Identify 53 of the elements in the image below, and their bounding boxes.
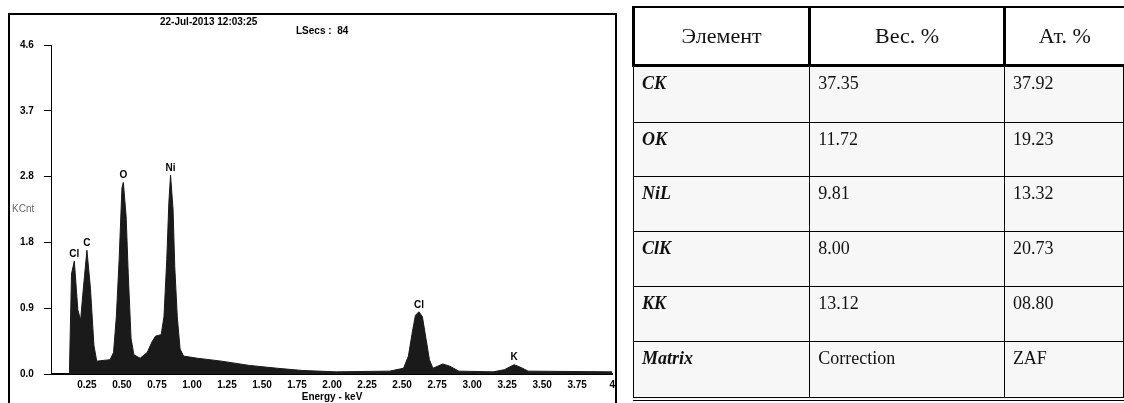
text: 19.23 (1004, 122, 1124, 177)
text: KK (633, 286, 810, 342)
category-label: Вес. % (809, 7, 1005, 66)
text: CK (633, 65, 810, 123)
x-tick-label: 0.25 (77, 378, 98, 390)
text: Correction (809, 341, 1005, 399)
text: 22-Jul-2013 12:03:25 (160, 15, 258, 27)
text: ClK (633, 231, 810, 287)
x-tick-label: 1.25 (217, 378, 238, 390)
text: 37.35 (809, 65, 1005, 123)
y-axis-title: KCnt (12, 203, 35, 215)
text: Matrix (633, 341, 810, 399)
x-tick-label: 1.00 (182, 378, 203, 390)
text: OK (633, 122, 810, 177)
text: 13.32 (1004, 176, 1124, 232)
x-tick-label: 1.50 (252, 378, 273, 390)
text: ZAF (1004, 341, 1124, 399)
x-tick-label: 3.00 (462, 378, 483, 390)
text: 9.81 (809, 176, 1005, 232)
y-tick-label: 0.9 (20, 301, 35, 313)
text: 37.92 (1004, 65, 1124, 123)
x-tick-label: 3.50 (532, 378, 553, 390)
x-tick-label: 2.25 (357, 378, 378, 390)
x-tick-label: 2.50 (392, 378, 413, 390)
text: 13.12 (809, 286, 1005, 342)
annotation: O (119, 169, 128, 181)
x-tick-label: 1.75 (287, 378, 308, 390)
x-tick-label: 0.75 (147, 378, 168, 390)
y-tick-label: 0.0 (20, 367, 35, 379)
x-tick-label: 0.50 (112, 378, 133, 390)
annotation: Cl (413, 298, 425, 310)
y-tick-label: 4.6 (20, 38, 35, 50)
category-label: Ат. % (1004, 7, 1124, 66)
text: NiL (633, 176, 810, 232)
x-tick-label: 3.25 (497, 378, 518, 390)
text: LSecs : 84 (296, 24, 349, 36)
annotation: Cl (69, 247, 80, 259)
x-tick-label: 4 (609, 378, 616, 390)
x-tick-label: 2.75 (427, 378, 448, 390)
y-tick-label: 3.7 (20, 104, 35, 116)
text: 8.00 (809, 231, 1005, 287)
text: 08.80 (1004, 286, 1124, 342)
x-tick-label: 3.75 (567, 378, 588, 390)
y-tick-label: 2.8 (20, 170, 35, 182)
category-label: Элемент (633, 7, 810, 66)
text: 20.73 (1004, 231, 1124, 287)
x-tick-label: 2.00 (322, 378, 343, 390)
x-axis-title: Energy - keV (301, 390, 363, 402)
annotation: Ni (165, 161, 176, 173)
text: 11.72 (809, 122, 1005, 177)
annotation: K (510, 351, 519, 363)
y-tick-label: 1.8 (20, 236, 35, 248)
annotation: C (83, 237, 91, 249)
